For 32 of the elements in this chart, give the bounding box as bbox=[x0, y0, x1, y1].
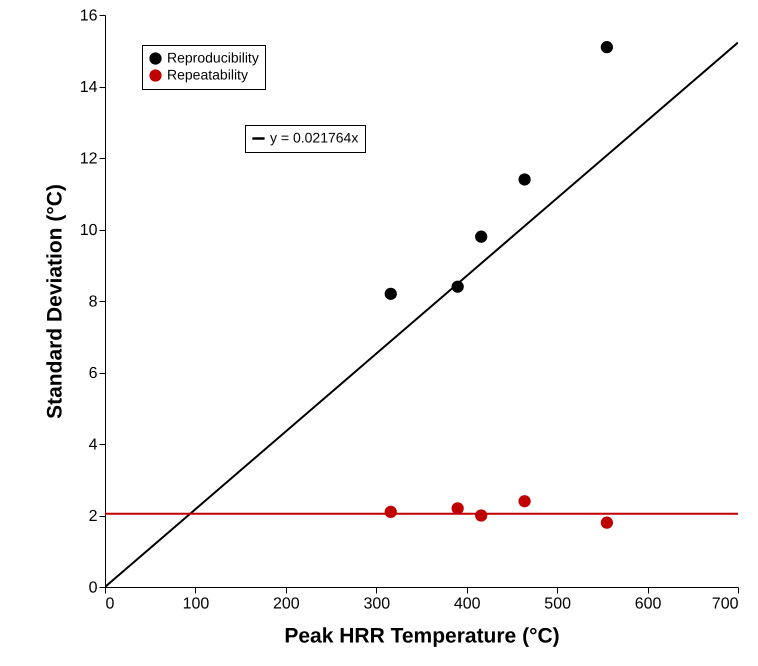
point bbox=[452, 502, 464, 514]
point bbox=[384, 506, 397, 518]
y-tick-label: 2 bbox=[88, 508, 98, 525]
point bbox=[452, 280, 464, 293]
point bbox=[600, 516, 614, 529]
point bbox=[384, 288, 397, 300]
point bbox=[600, 41, 614, 54]
point bbox=[518, 173, 531, 186]
x-tick-label: 500 bbox=[544, 596, 572, 612]
y-tick-label: 16 bbox=[80, 8, 98, 24]
point bbox=[475, 230, 488, 243]
legend-label: Repeatability bbox=[167, 66, 248, 82]
y-tick-label: 0 bbox=[88, 580, 98, 596]
legend-label: Reproducibility bbox=[167, 50, 259, 66]
y-tick-label: 6 bbox=[88, 365, 98, 382]
point bbox=[518, 495, 531, 508]
y-tick-label: 14 bbox=[80, 79, 98, 96]
point bbox=[475, 509, 488, 522]
x-tick-label: 100 bbox=[182, 596, 210, 612]
x-tick-label: 600 bbox=[634, 596, 662, 612]
x-tick-label: 400 bbox=[454, 596, 481, 612]
x-tick-label: 300 bbox=[363, 596, 390, 612]
y-axis-title: Standard Deviation (°C) bbox=[44, 184, 67, 419]
y-tick-label: 4 bbox=[88, 436, 98, 454]
x-tick-label: 200 bbox=[273, 596, 300, 612]
y-tick-label: 12 bbox=[80, 150, 98, 168]
y-tick-label: 10 bbox=[80, 222, 98, 239]
x-tick-label: 0 bbox=[106, 596, 114, 612]
y-tick-label: 8 bbox=[88, 294, 98, 310]
legend-label: y = 0.021764x bbox=[270, 130, 358, 146]
x-axis-title: Peak HRR Temperature (°C) bbox=[284, 624, 560, 648]
x-tick-label: 700 bbox=[712, 596, 739, 612]
